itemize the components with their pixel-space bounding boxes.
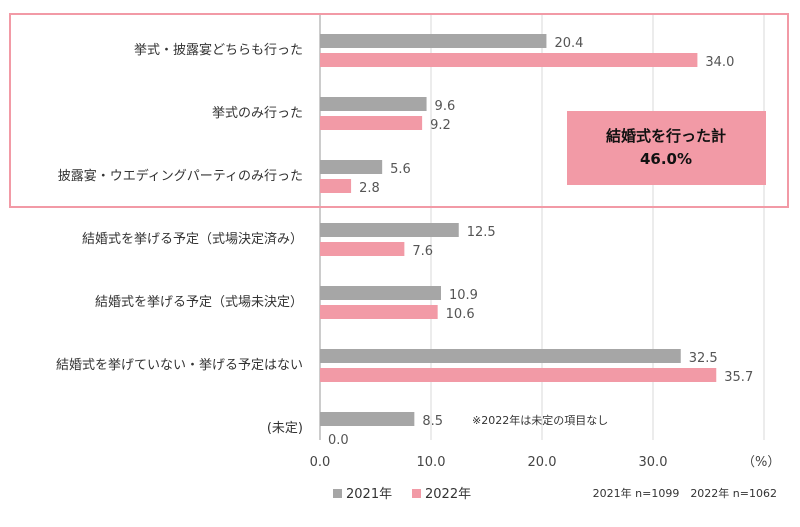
bar: [320, 97, 427, 111]
callout-value: 46.0%: [640, 150, 692, 168]
data-label: 9.2: [430, 118, 451, 133]
data-label: 9.6: [435, 99, 456, 114]
data-label: 32.5: [689, 351, 718, 366]
data-label: 10.9: [449, 288, 478, 303]
category-label: 結婚式を挙げる予定（式場決定済み）: [82, 231, 303, 247]
bar: [320, 349, 681, 363]
category-label: 結婚式を挙げていない・挙げる予定はない: [56, 358, 303, 373]
legend: 2021年 2022年: [333, 487, 471, 502]
bar: [320, 223, 459, 237]
bar: [320, 412, 415, 426]
x-tick-label: 0.0: [310, 455, 331, 470]
category-label: 挙式のみ行った: [212, 106, 303, 121]
bar: [320, 286, 441, 300]
x-tick-label: 10.0: [417, 455, 446, 470]
bar: [320, 34, 547, 48]
labels: 0.0 10.0 20.0 30.0 挙式・披露宴どちらも行った 20.4 34.0 挙式のみ…: [56, 36, 753, 470]
category-label: 披露宴・ウエディングパーティのみ行った: [58, 168, 303, 184]
data-label: 12.5: [467, 225, 496, 240]
note-text: ※2022年は未定の項目なし: [472, 413, 608, 427]
data-label: 5.6: [390, 162, 411, 177]
legend-swatch-2022: [412, 489, 421, 498]
callout-box: [567, 111, 766, 185]
bar: [320, 368, 717, 382]
bar: [320, 242, 405, 256]
bar: [320, 179, 352, 193]
x-tick-label: 30.0: [639, 455, 668, 470]
bar: [320, 116, 423, 130]
data-label: 8.5: [422, 414, 443, 429]
data-label: 35.7: [724, 370, 753, 385]
legend-label-2021: 2021年: [346, 487, 392, 502]
bar: [320, 53, 698, 67]
callout-title: 結婚式を行った計: [606, 127, 726, 145]
category-label: (未定): [267, 421, 303, 436]
data-label: 7.6: [412, 244, 433, 259]
data-label: 0.0: [328, 433, 349, 448]
data-label: 34.0: [705, 55, 734, 70]
legend-swatch-2021: [333, 489, 342, 498]
legend-label-2022: 2022年: [425, 487, 471, 502]
bar: [320, 160, 383, 174]
data-label: 10.6: [446, 307, 475, 322]
total-callout: 結婚式を行った計 46.0%: [567, 111, 766, 185]
data-label: 20.4: [554, 36, 583, 51]
highlight-frame: [9, 13, 789, 208]
sample-sizes: 2021年 n=1099 2022年 n=1062: [593, 486, 777, 500]
category-label: 挙式・披露宴どちらも行った: [134, 42, 303, 58]
category-label: 結婚式を挙げる予定（式場未決定）: [95, 295, 303, 310]
data-label: 2.8: [359, 181, 380, 196]
x-tick-label: 20.0: [528, 455, 557, 470]
bars: [320, 34, 717, 426]
bar: [320, 305, 438, 319]
x-unit-label: （%）: [742, 455, 780, 470]
